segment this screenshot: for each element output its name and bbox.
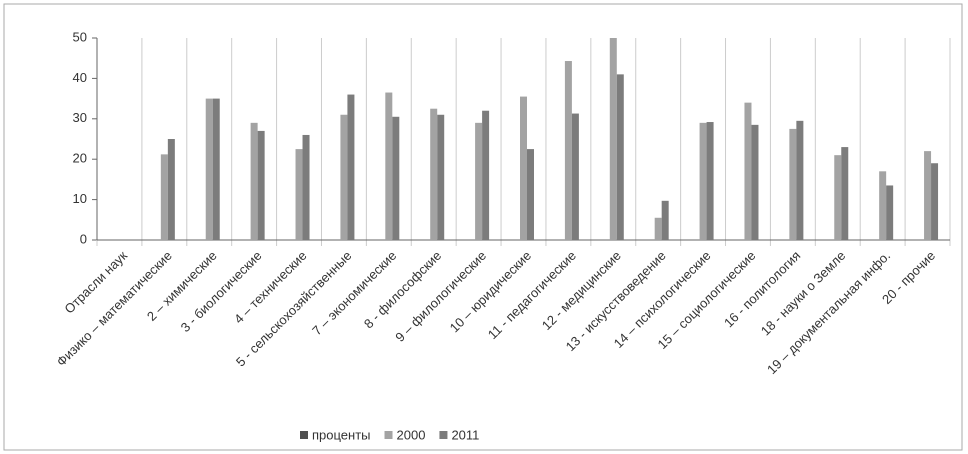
x-tick-label: 10 – юридические [447,248,534,335]
bar [340,114,348,240]
bar [295,149,303,240]
bar [924,151,932,240]
bar [437,114,445,240]
chart-frame [3,3,963,451]
bar [212,98,220,240]
bar [527,149,534,240]
bar [931,163,939,240]
y-tick-label: 0 [80,231,87,246]
x-tick-label: 7 – экономические [309,248,399,338]
bar [796,120,804,240]
bar [205,98,213,240]
bar [616,74,624,240]
bar [706,122,714,240]
bar [751,124,759,240]
bar [879,171,887,240]
y-tick-label: 20 [73,151,87,166]
legend-marker [384,431,393,439]
bar [475,122,483,240]
bar [609,38,617,240]
legend-label: 2011 [451,427,479,442]
legend-label: 2000 [397,427,426,442]
y-tick-label: 50 [73,29,87,44]
bar [430,108,438,240]
bar [841,147,849,240]
x-tick-label: 8 - философские [361,248,444,331]
bar [571,113,579,240]
bar [886,185,894,240]
bar [564,61,572,240]
bar [661,200,669,240]
bar [167,139,175,240]
x-tick-label: 3 - биологические [178,248,265,335]
x-tick-label: 16 - политология [721,248,803,330]
bar [250,122,258,240]
legend-label: проценты [312,427,371,442]
x-tick-label: 18 - науки о Земле [758,248,849,339]
bar [834,155,842,240]
bar [744,102,752,240]
bar [302,134,310,240]
bar [347,94,355,240]
bar [482,110,490,240]
legend-marker [439,431,448,439]
bar [699,122,707,240]
legend-marker [300,431,308,439]
bar [385,92,393,240]
y-tick-label: 10 [73,191,87,206]
bar [257,130,265,240]
bar [789,128,797,240]
bar [392,116,400,240]
bar [160,154,168,240]
y-tick-label: 30 [73,110,87,125]
bar [520,96,527,240]
bar [654,217,662,240]
x-tick-label: 12 - медицинские [539,248,624,333]
y-tick-label: 40 [73,70,87,85]
